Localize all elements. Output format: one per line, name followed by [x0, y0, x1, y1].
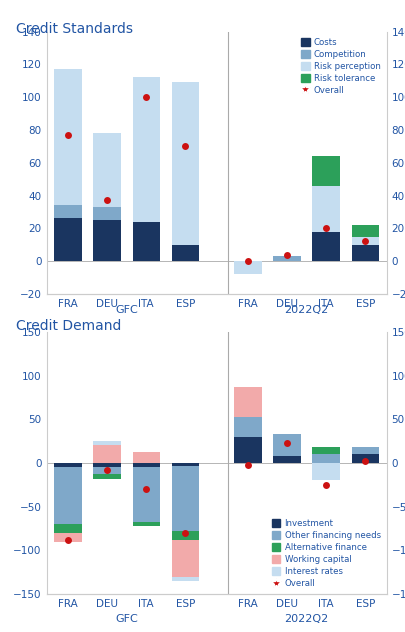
- Bar: [94, 441, 121, 446]
- Bar: [234, 418, 262, 437]
- Bar: [234, 387, 262, 418]
- Text: 2022Q2: 2022Q2: [284, 305, 329, 315]
- Bar: [313, 231, 340, 261]
- Bar: [54, 533, 82, 542]
- Bar: [132, 453, 160, 463]
- Bar: [313, 447, 340, 454]
- Bar: [132, 463, 160, 467]
- Bar: [54, 463, 82, 467]
- Bar: [94, 446, 121, 463]
- Bar: [54, 467, 82, 524]
- Bar: [172, 82, 199, 245]
- Bar: [132, 521, 160, 526]
- Bar: [172, 463, 199, 466]
- Legend: Costs, Competition, Risk perception, Risk tolerance, Overall: Costs, Competition, Risk perception, Ris…: [299, 36, 382, 97]
- Text: GFC: GFC: [115, 614, 138, 624]
- Text: 2022Q2: 2022Q2: [284, 614, 329, 624]
- Bar: [94, 220, 121, 261]
- Bar: [172, 540, 199, 576]
- Bar: [172, 531, 199, 540]
- Bar: [313, 463, 340, 480]
- Bar: [352, 245, 379, 261]
- Bar: [313, 186, 340, 231]
- Bar: [273, 256, 301, 261]
- Bar: [234, 437, 262, 463]
- Bar: [352, 454, 379, 463]
- Bar: [352, 225, 379, 236]
- Bar: [54, 524, 82, 533]
- Bar: [54, 205, 82, 219]
- Bar: [313, 454, 340, 463]
- Bar: [172, 466, 199, 531]
- Bar: [94, 133, 121, 207]
- Bar: [352, 236, 379, 245]
- Text: Credit Standards: Credit Standards: [16, 22, 133, 36]
- Bar: [273, 456, 301, 463]
- Text: GFC: GFC: [115, 305, 138, 315]
- Bar: [273, 434, 301, 456]
- Bar: [172, 245, 199, 261]
- Text: Credit Demand: Credit Demand: [16, 319, 122, 333]
- Bar: [172, 576, 199, 581]
- Bar: [54, 219, 82, 261]
- Bar: [54, 70, 82, 205]
- Bar: [94, 474, 121, 478]
- Bar: [352, 447, 379, 454]
- Bar: [313, 156, 340, 186]
- Bar: [234, 261, 262, 274]
- Bar: [132, 222, 160, 261]
- Legend: Investment, Other financing needs, Alternative finance, Working capital, Interes: Investment, Other financing needs, Alter…: [270, 517, 382, 590]
- Bar: [94, 463, 121, 467]
- Bar: [132, 467, 160, 521]
- Bar: [94, 207, 121, 220]
- Bar: [94, 467, 121, 474]
- Bar: [132, 78, 160, 222]
